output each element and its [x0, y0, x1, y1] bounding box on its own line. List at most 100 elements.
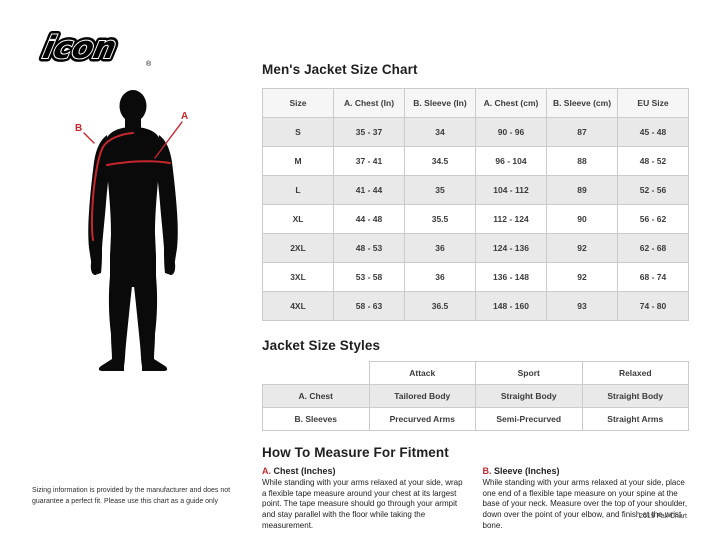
- size-cell: 41 - 44: [333, 175, 405, 205]
- size-cell: 45 - 48: [617, 117, 689, 147]
- measure-chest-label: A. Chest (Inches): [262, 466, 469, 476]
- size-chart-title: Men's Jacket Size Chart: [262, 62, 418, 77]
- style-cell: Straight Body: [475, 384, 583, 408]
- size-cell: 96 - 104: [475, 146, 547, 176]
- size-cell: 48 - 53: [333, 233, 405, 263]
- style-cell: Straight Body: [581, 384, 689, 408]
- size-cell: 35: [404, 175, 476, 205]
- size-cell: S: [262, 117, 334, 147]
- size-cell: XL: [262, 204, 334, 234]
- size-cell: 90 - 96: [475, 117, 547, 147]
- measure-chest-section: A. Chest (Inches) While standing with yo…: [262, 466, 469, 531]
- logo-text: icon: [40, 30, 120, 66]
- size-row-2xl: 2XL 48 - 53 36 124 - 136 92 62 - 68: [262, 233, 689, 263]
- label-b-leader-line: [83, 132, 95, 144]
- size-cell: 104 - 112: [475, 175, 547, 205]
- header-cell: Attack: [368, 361, 476, 385]
- size-cell: 3XL: [262, 262, 334, 292]
- styles-row-chest: A. Chest Tailored Body Straight Body Straig…: [262, 384, 689, 408]
- header-cell: A. Chest (In): [333, 88, 405, 118]
- style-cell: Tailored Body: [368, 384, 476, 408]
- size-cell: 36: [404, 262, 476, 292]
- size-cell: 124 - 136: [475, 233, 547, 263]
- header-cell: Relaxed: [581, 361, 689, 385]
- style-cell: Precurved Arms: [368, 407, 476, 431]
- header-cell: EU Size: [617, 88, 689, 118]
- blank-header-cell: [263, 362, 370, 385]
- measure-sleeve-label-text: Sleeve (Inches): [494, 466, 560, 476]
- header-cell: B. Sleeve (cm): [546, 88, 618, 118]
- header-cell: B. Sleeve (In): [404, 88, 476, 118]
- style-cell: Straight Arms: [581, 407, 689, 431]
- sleeve-measure-line: [90, 132, 134, 241]
- header-cell: Sport: [475, 361, 583, 385]
- measure-title: How To Measure For Fitment: [262, 445, 449, 460]
- size-cell: 62 - 68: [617, 233, 689, 263]
- size-row-3xl: 3XL 53 - 58 36 136 - 148 92 68 - 74: [262, 262, 689, 292]
- header-cell: A. Chest (cm): [475, 88, 547, 118]
- styles-header-row: Attack Sport Relaxed: [263, 361, 689, 385]
- size-cell: 44 - 48: [333, 204, 405, 234]
- size-cell: 88: [546, 146, 618, 176]
- style-chart-title: Jacket Size Styles: [262, 338, 381, 353]
- size-cell: 35.5: [404, 204, 476, 234]
- size-cell: 58 - 63: [333, 291, 405, 321]
- size-cell: 87: [546, 117, 618, 147]
- sizing-disclaimer: Sizing information is provided by the ma…: [32, 487, 231, 505]
- size-cell: 34.5: [404, 146, 476, 176]
- size-cell: 36: [404, 233, 476, 263]
- size-cell: 112 - 124: [475, 204, 547, 234]
- size-row-l: L 41 - 44 35 104 - 112 89 52 - 56: [262, 175, 689, 205]
- measure-chest-label-text: Chest (Inches): [273, 466, 336, 476]
- measure-sleeve-label: B. Sleeve (Inches): [483, 466, 690, 476]
- measurement-figure: A B: [60, 86, 210, 383]
- size-cell: 93: [546, 291, 618, 321]
- size-row-xl: XL 44 - 48 35.5 112 - 124 90 56 - 62: [262, 204, 689, 234]
- chest-measure-line: [106, 160, 171, 166]
- measure-columns: A. Chest (Inches) While standing with yo…: [262, 466, 689, 531]
- size-cell: 56 - 62: [617, 204, 689, 234]
- size-row-s: S 35 - 37 34 90 - 96 87 45 - 48: [262, 117, 689, 147]
- size-table-header-row: Size A. Chest (In) B. Sleeve (In) A. Che…: [262, 88, 689, 118]
- styles-row-sleeves: B. Sleeves Precurved Arms Semi-Precurved St…: [262, 407, 689, 431]
- measure-chest-prefix: A.: [262, 466, 271, 476]
- size-cell: 34: [404, 117, 476, 147]
- body-silhouette: [88, 90, 178, 371]
- measure-sleeve-prefix: B.: [482, 466, 492, 476]
- size-cell: 35 - 37: [333, 117, 405, 147]
- brand-logo: icon icon ®: [34, 27, 156, 74]
- icon-logo-graphic: icon icon ®: [36, 27, 152, 70]
- size-cell: 68 - 74: [617, 262, 689, 292]
- size-chart-table: Size A. Chest (In) B. Sleeve (In) A. Che…: [262, 88, 689, 321]
- size-cell: 74 - 80: [617, 291, 689, 321]
- size-cell: 90: [546, 204, 618, 234]
- chest-label-a: A: [181, 111, 188, 122]
- measure-sleeve-section: B. Sleeve (Inches) While standing with y…: [483, 466, 690, 531]
- size-cell: L: [262, 175, 334, 205]
- size-cell: 92: [546, 233, 618, 263]
- size-cell: 52 - 56: [617, 175, 689, 205]
- size-cell: 136 - 148: [475, 262, 547, 292]
- registered-mark: ®: [146, 60, 152, 68]
- body-silhouette-graphic: A B: [75, 90, 188, 371]
- style-cell: Semi-Precurved: [475, 407, 583, 431]
- size-cell: 89: [546, 175, 618, 205]
- size-cell: M: [262, 146, 334, 176]
- measure-sleeve-body: While standing with your arms relaxed at…: [482, 478, 688, 530]
- header-cell: Size: [262, 88, 334, 118]
- style-cell: B. Sleeves: [262, 407, 370, 431]
- size-cell: 2XL: [262, 233, 334, 263]
- content-column: Men's Jacket Size Chart Size A. Chest (I…: [262, 62, 689, 531]
- sleeve-label-b: B: [75, 123, 82, 134]
- size-cell: 37 - 41: [333, 146, 405, 176]
- size-cell: 148 - 160: [475, 291, 547, 321]
- size-cell: 53 - 58: [333, 262, 405, 292]
- label-a-leader-line: [154, 121, 183, 159]
- chart-edition: 2019 Fall Chart: [639, 513, 687, 520]
- size-cell: 36.5: [404, 291, 476, 321]
- size-cell: 4XL: [262, 291, 334, 321]
- measure-chest-body: While standing with your arms relaxed at…: [262, 478, 463, 530]
- size-cell: 48 - 52: [617, 146, 689, 176]
- size-cell: 92: [546, 262, 618, 292]
- size-row-4xl: 4XL 58 - 63 36.5 148 - 160 93 74 - 80: [262, 291, 689, 321]
